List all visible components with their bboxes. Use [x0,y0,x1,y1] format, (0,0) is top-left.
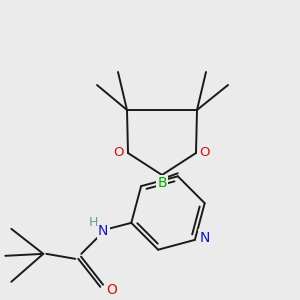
Text: O: O [106,283,117,297]
Text: O: O [114,146,124,160]
Text: N: N [98,224,109,238]
Text: H: H [88,216,98,229]
Text: B: B [157,176,167,190]
Text: N: N [200,231,210,245]
Text: O: O [200,146,210,160]
